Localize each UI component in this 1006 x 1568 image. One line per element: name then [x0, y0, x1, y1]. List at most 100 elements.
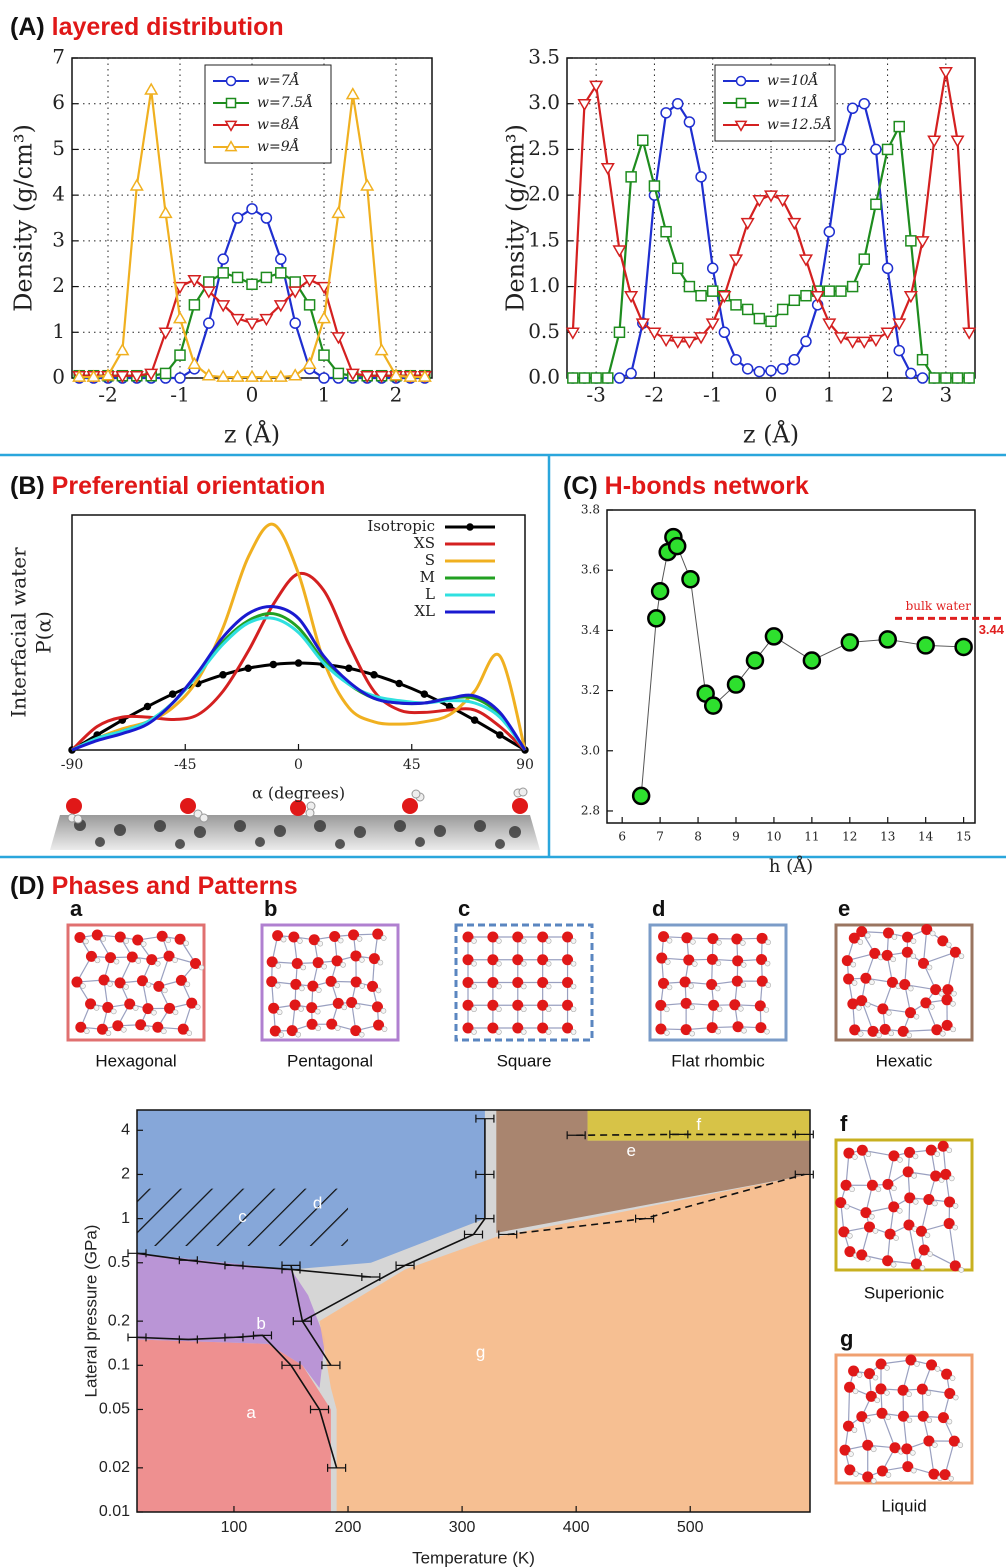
oxygen: [847, 998, 859, 1010]
oxygen: [537, 1022, 549, 1034]
marker: [857, 336, 872, 349]
oxygen: [329, 931, 341, 943]
y-tick-label: 6: [52, 90, 65, 114]
x-tick-label: 0: [294, 757, 303, 773]
oxygen: [512, 1022, 524, 1034]
oxygen: [754, 1000, 766, 1012]
hydrogen: [952, 1203, 959, 1209]
marker: [916, 372, 929, 384]
hydrogen: [520, 983, 527, 990]
marker: [231, 212, 244, 224]
oxygen: [371, 1001, 383, 1013]
marker: [316, 281, 332, 295]
oxygen: [163, 950, 175, 962]
oxygen: [917, 1410, 929, 1422]
x-tick-label: 8: [694, 830, 702, 844]
hydrogen: [856, 1372, 863, 1378]
y-tick-label: 4: [121, 1122, 130, 1139]
hydrogen: [869, 1213, 875, 1220]
oxygen: [562, 954, 574, 966]
marker: [318, 372, 330, 384]
region-label: b: [256, 1314, 265, 1333]
marker: [225, 97, 237, 109]
hydrogen: [765, 982, 772, 988]
x-axis-label: α (degrees): [252, 784, 345, 803]
oxygen: [841, 955, 853, 967]
y-tick-label: 3.4: [581, 623, 600, 637]
oxygen: [732, 1021, 744, 1033]
oxygen: [487, 1022, 499, 1034]
marker: [706, 262, 719, 275]
structure-illustration: [835, 1140, 965, 1273]
marker: [881, 143, 894, 156]
marker: [903, 290, 918, 304]
marker: [940, 372, 952, 384]
phase-boundary: [302, 1118, 486, 1322]
boundary-point: [224, 1333, 244, 1342]
marker: [187, 356, 202, 370]
hydrogen: [926, 964, 933, 971]
marker: [225, 75, 237, 87]
structure-letter: b: [264, 896, 277, 921]
oxygen: [844, 1381, 856, 1393]
oxygen: [856, 926, 868, 938]
hydrogen: [172, 957, 178, 963]
oxygen: [114, 977, 126, 989]
marker: [927, 135, 942, 148]
marker: [703, 696, 723, 715]
marker: [275, 253, 287, 265]
hydrogen: [381, 1026, 388, 1032]
hydrogen: [298, 1006, 304, 1012]
hydrogen: [132, 1005, 139, 1011]
structure-letter: f: [840, 1111, 848, 1136]
marker: [667, 536, 687, 556]
marker: [496, 731, 504, 739]
marker: [787, 217, 802, 231]
x-tick-label: -90: [61, 757, 84, 773]
oxygen: [288, 931, 300, 943]
y-tick-label: 2.5: [528, 136, 560, 160]
oxygen: [462, 954, 474, 966]
oxygen: [915, 1225, 927, 1237]
x-tick-label: 10: [766, 830, 781, 844]
oxygen: [882, 1255, 894, 1267]
structure-illustration: [839, 1354, 964, 1484]
bond: [923, 951, 956, 964]
structure-letter: e: [838, 896, 850, 921]
oxygen: [875, 1383, 887, 1395]
hydrogen: [143, 1025, 150, 1032]
marker: [273, 300, 288, 313]
marker: [289, 317, 301, 329]
oxygen: [849, 1024, 861, 1036]
oxygen: [731, 975, 743, 987]
hydrogen: [278, 1032, 285, 1038]
oxygen: [348, 929, 360, 941]
hydrogen: [186, 1030, 193, 1036]
marker: [840, 633, 860, 652]
series-line: [572, 122, 970, 380]
oxygen: [91, 929, 103, 941]
boundary-point: [252, 1331, 273, 1340]
hydrogen: [864, 1417, 871, 1424]
oxygen: [756, 975, 768, 987]
marker: [802, 651, 822, 670]
hydrogen: [893, 1235, 899, 1241]
region-label: c: [238, 1207, 247, 1226]
oxygen: [756, 932, 768, 944]
marker: [776, 303, 789, 316]
panel-letter: (D): [10, 872, 45, 900]
marker: [288, 368, 303, 381]
hydrogen: [906, 1417, 913, 1424]
oxygen: [910, 1258, 922, 1270]
marker: [612, 245, 627, 258]
oxygen: [888, 1150, 900, 1162]
hydrogen: [689, 1030, 695, 1037]
y-axis-label: P(α): [32, 611, 56, 654]
boundary-point: [281, 1261, 301, 1270]
marker: [201, 286, 216, 299]
hydrogen: [172, 1009, 179, 1016]
marker: [86, 369, 101, 382]
oxygen: [930, 1170, 942, 1182]
oxygen: [899, 979, 911, 991]
oxygen: [842, 1420, 854, 1432]
